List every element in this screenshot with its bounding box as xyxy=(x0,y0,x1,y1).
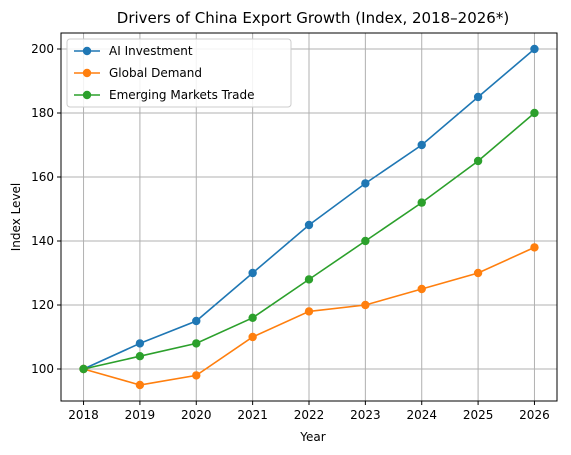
y-axis-label: Index Level xyxy=(9,183,23,252)
data-point xyxy=(417,140,426,150)
chart-title: Drivers of China Export Growth (Index, 2… xyxy=(117,9,509,27)
legend-box xyxy=(66,38,292,108)
axis-ticks: 2018 2019 2020 2021 2022 2023 2024 2025 2026 100 1… xyxy=(31,42,550,422)
data-point xyxy=(135,339,145,348)
data-point xyxy=(530,108,539,118)
data-point xyxy=(417,284,426,294)
legend-label: Global Demand xyxy=(109,66,202,80)
data-point xyxy=(473,268,483,278)
y-tick-label: 120 xyxy=(31,298,54,312)
data-point xyxy=(304,220,314,230)
y-tick-label: 100 xyxy=(31,362,54,376)
data-point xyxy=(361,179,370,188)
legend-item: Emerging Markets Trade xyxy=(74,88,255,102)
data-point xyxy=(304,307,314,316)
data-point xyxy=(248,268,257,278)
series-group xyxy=(79,44,539,390)
data-point xyxy=(361,236,370,246)
legend-item: Global Demand xyxy=(74,66,202,80)
data-point xyxy=(192,371,201,380)
x-tick-label: 2025 xyxy=(463,408,494,422)
y-tick-label: 160 xyxy=(31,170,54,184)
data-point xyxy=(473,156,483,166)
x-tick-label: 2019 xyxy=(125,408,156,422)
x-tick-label: 2023 xyxy=(350,408,381,422)
series-emerging-markets-trade xyxy=(79,108,539,374)
x-tick-label: 2022 xyxy=(294,408,325,422)
y-tick-label: 180 xyxy=(31,106,54,120)
legend-item: AI Investment xyxy=(74,44,193,58)
x-tick-label: 2018 xyxy=(68,408,99,422)
legend-marker xyxy=(82,68,92,78)
data-point xyxy=(248,313,257,322)
data-point xyxy=(417,198,426,207)
data-point xyxy=(361,300,370,310)
y-tick-label: 140 xyxy=(31,234,54,248)
x-axis-label: Year xyxy=(299,430,325,444)
x-tick-label: 2021 xyxy=(237,408,268,422)
legend-marker xyxy=(82,90,92,100)
legend-marker xyxy=(82,46,92,56)
data-point xyxy=(135,380,145,390)
grid xyxy=(61,33,557,401)
data-point xyxy=(248,332,257,342)
x-tick-label: 2024 xyxy=(406,408,437,422)
data-point xyxy=(530,243,539,252)
data-point xyxy=(304,275,314,284)
legend: AI Investment Global Demand Emerging Marke… xyxy=(66,38,292,108)
data-point xyxy=(530,44,539,54)
x-tick-label: 2020 xyxy=(181,408,212,422)
y-tick-label: 200 xyxy=(31,42,54,56)
legend-label: AI Investment xyxy=(109,44,193,58)
data-point xyxy=(135,352,145,361)
legend-label: Emerging Markets Trade xyxy=(109,88,255,102)
data-point xyxy=(79,364,88,374)
data-point xyxy=(192,316,201,326)
x-tick-label: 2026 xyxy=(519,408,550,422)
data-point xyxy=(192,339,201,348)
data-point xyxy=(473,92,483,102)
